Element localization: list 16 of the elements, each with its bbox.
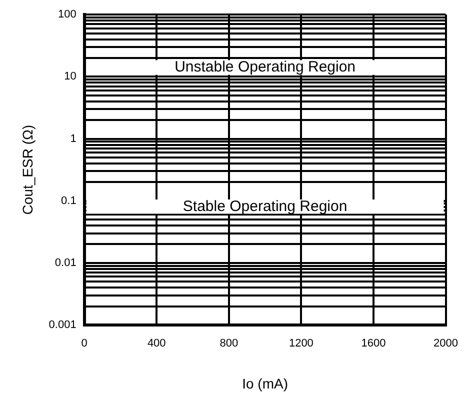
y-tick-label: 0.01 bbox=[54, 256, 76, 269]
band-label: Unstable Operating Region bbox=[174, 58, 356, 76]
y-tick-label: 1 bbox=[70, 132, 76, 145]
y-tick-label: 100 bbox=[58, 8, 76, 21]
y-axis-title: Cout_ESR (Ω) bbox=[19, 124, 36, 215]
x-tick-label: 800 bbox=[220, 338, 238, 350]
x-tick-label: 1200 bbox=[288, 338, 314, 350]
y-tick-label: 0.1 bbox=[61, 194, 76, 207]
y-tick-label: 0.001 bbox=[48, 319, 76, 332]
y-tick-label: 10 bbox=[64, 70, 76, 83]
x-tick-label: 400 bbox=[147, 338, 166, 350]
x-tick-label: 1600 bbox=[361, 338, 386, 350]
x-tick-label: 0 bbox=[81, 338, 88, 350]
x-axis-title: Io (mA) bbox=[242, 375, 288, 392]
band-label: Stable Operating Region bbox=[182, 198, 348, 215]
x-tick-label: 2000 bbox=[434, 338, 458, 350]
